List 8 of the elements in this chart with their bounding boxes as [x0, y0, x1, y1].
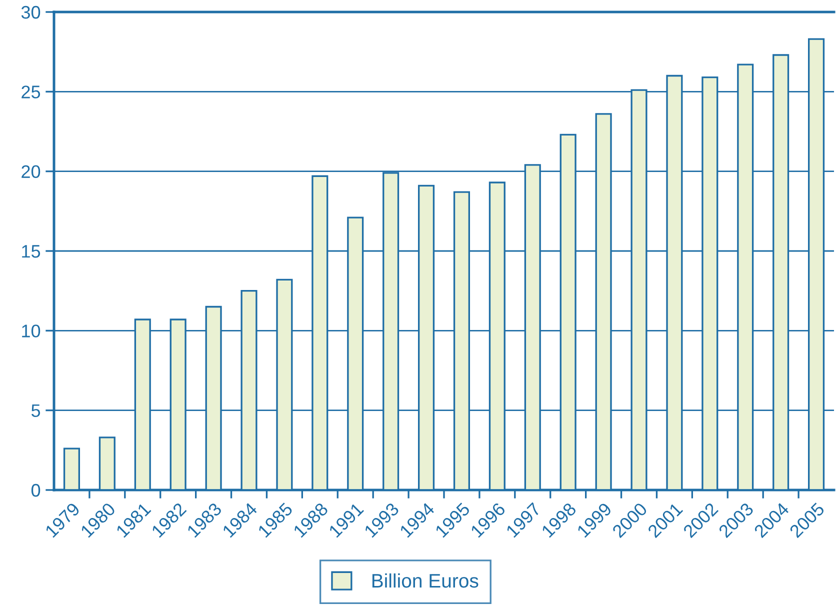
y-tick-label: 15: [22, 245, 40, 258]
y-tick-label: 20: [22, 165, 40, 178]
y-tick-label: 30: [21, 6, 40, 19]
y-tick-label: 10: [22, 324, 40, 338]
y-tick-label: 25: [22, 86, 40, 98]
legend-label: Billion Euros: [372, 573, 478, 588]
y-tick-label: 0: [31, 484, 40, 497]
y-tick-label: 5: [31, 404, 40, 418]
